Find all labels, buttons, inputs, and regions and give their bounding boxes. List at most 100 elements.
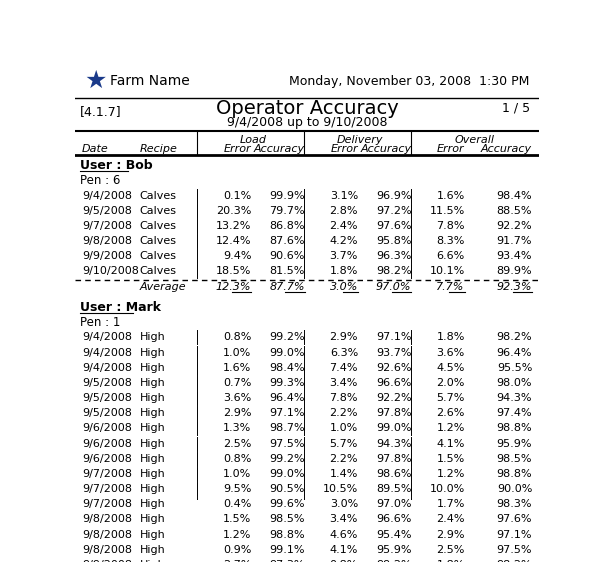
Text: 96.9%: 96.9%	[376, 191, 412, 201]
Text: 95.4%: 95.4%	[376, 529, 412, 540]
Text: 7.7%: 7.7%	[437, 282, 465, 292]
Text: 98.0%: 98.0%	[497, 378, 532, 388]
Text: 1.5%: 1.5%	[437, 454, 465, 464]
Text: 98.5%: 98.5%	[497, 454, 532, 464]
Text: 9/7/2008: 9/7/2008	[82, 484, 132, 494]
Text: 98.8%: 98.8%	[497, 469, 532, 479]
Text: 0.8%: 0.8%	[223, 454, 252, 464]
Text: 2.9%: 2.9%	[223, 408, 252, 418]
Text: Calves: Calves	[140, 221, 177, 231]
Text: Calves: Calves	[140, 266, 177, 277]
Text: 3.0%: 3.0%	[330, 499, 358, 509]
Text: 2.4%: 2.4%	[329, 221, 358, 231]
Text: Operator Accuracy: Operator Accuracy	[216, 99, 398, 118]
Text: 98.5%: 98.5%	[269, 514, 305, 524]
Text: Error: Error	[331, 144, 358, 154]
Text: 10.1%: 10.1%	[429, 266, 465, 277]
Text: 90.5%: 90.5%	[270, 484, 305, 494]
Text: 99.2%: 99.2%	[269, 332, 305, 342]
Text: 79.7%: 79.7%	[269, 206, 305, 216]
Text: 81.5%: 81.5%	[270, 266, 305, 277]
Text: 3.7%: 3.7%	[329, 251, 358, 261]
Text: 1.6%: 1.6%	[223, 362, 252, 373]
Text: 97.5%: 97.5%	[269, 438, 305, 448]
Text: 97.1%: 97.1%	[497, 529, 532, 540]
Text: 99.3%: 99.3%	[269, 378, 305, 388]
Text: 9.4%: 9.4%	[223, 251, 252, 261]
Text: 8.3%: 8.3%	[437, 236, 465, 246]
Text: 4.1%: 4.1%	[329, 545, 358, 555]
Text: 96.4%: 96.4%	[497, 347, 532, 357]
Text: Error: Error	[223, 144, 252, 154]
Text: 9/9/2008: 9/9/2008	[82, 251, 132, 261]
Text: 3.6%: 3.6%	[437, 347, 465, 357]
Text: 1 / 5: 1 / 5	[502, 102, 530, 115]
Text: 97.5%: 97.5%	[497, 545, 532, 555]
Text: 11.5%: 11.5%	[429, 206, 465, 216]
Text: 6.3%: 6.3%	[330, 347, 358, 357]
Text: 92.6%: 92.6%	[376, 362, 412, 373]
Text: 92.2%: 92.2%	[376, 393, 412, 403]
Text: 10.5%: 10.5%	[323, 484, 358, 494]
Text: 98.2%: 98.2%	[497, 332, 532, 342]
Text: 0.8%: 0.8%	[223, 332, 252, 342]
Text: 92.3%: 92.3%	[497, 282, 532, 292]
Text: Date: Date	[82, 144, 108, 154]
Text: 1.8%: 1.8%	[437, 560, 465, 562]
Text: 5.7%: 5.7%	[437, 393, 465, 403]
Text: 98.4%: 98.4%	[497, 191, 532, 201]
Text: 99.0%: 99.0%	[376, 423, 412, 433]
Text: High: High	[140, 438, 165, 448]
Text: 1.5%: 1.5%	[223, 514, 252, 524]
Text: 9/4/2008 up to 9/10/2008: 9/4/2008 up to 9/10/2008	[227, 116, 387, 129]
Text: 97.3%: 97.3%	[269, 560, 305, 562]
Text: 9/7/2008: 9/7/2008	[82, 221, 132, 231]
Text: 0.4%: 0.4%	[223, 499, 252, 509]
Text: 97.4%: 97.4%	[497, 408, 532, 418]
Text: 2.2%: 2.2%	[329, 408, 358, 418]
Text: Error: Error	[437, 144, 465, 154]
Text: 92.2%: 92.2%	[497, 221, 532, 231]
Text: 99.0%: 99.0%	[269, 347, 305, 357]
Text: 0.8%: 0.8%	[329, 560, 358, 562]
Text: 6.6%: 6.6%	[437, 251, 465, 261]
Text: High: High	[140, 454, 165, 464]
Text: Delivery: Delivery	[337, 135, 383, 145]
Text: 0.1%: 0.1%	[223, 191, 252, 201]
Text: Accuracy: Accuracy	[481, 144, 532, 154]
Text: High: High	[140, 499, 165, 509]
Text: 90.0%: 90.0%	[497, 484, 532, 494]
Text: 97.6%: 97.6%	[376, 221, 412, 231]
Text: 9/6/2008: 9/6/2008	[82, 438, 132, 448]
Text: 18.5%: 18.5%	[216, 266, 252, 277]
Text: 99.6%: 99.6%	[269, 499, 305, 509]
Text: 3.0%: 3.0%	[329, 282, 358, 292]
Text: Accuracy: Accuracy	[361, 144, 412, 154]
Text: Calves: Calves	[140, 251, 177, 261]
Text: 9/4/2008: 9/4/2008	[82, 191, 132, 201]
Text: 89.9%: 89.9%	[497, 266, 532, 277]
Text: High: High	[140, 347, 165, 357]
Text: 87.7%: 87.7%	[269, 282, 305, 292]
Text: 9/5/2008: 9/5/2008	[82, 393, 132, 403]
Text: 1.0%: 1.0%	[330, 423, 358, 433]
Text: 94.3%: 94.3%	[497, 393, 532, 403]
Text: 97.0%: 97.0%	[376, 499, 412, 509]
Text: 89.5%: 89.5%	[376, 484, 412, 494]
Text: 9/6/2008: 9/6/2008	[82, 423, 132, 433]
Text: 98.8%: 98.8%	[497, 423, 532, 433]
Text: 9/8/2008: 9/8/2008	[82, 514, 132, 524]
Text: Overall: Overall	[454, 135, 494, 145]
Text: 1.7%: 1.7%	[437, 499, 465, 509]
Text: 97.1%: 97.1%	[376, 332, 412, 342]
Text: 9/5/2008: 9/5/2008	[82, 408, 132, 418]
Text: 2.4%: 2.4%	[436, 514, 465, 524]
Text: 96.6%: 96.6%	[376, 378, 412, 388]
Text: 97.0%: 97.0%	[376, 282, 412, 292]
Text: 97.8%: 97.8%	[376, 454, 412, 464]
Text: Pen : 6: Pen : 6	[80, 174, 120, 187]
Text: 5.7%: 5.7%	[329, 438, 358, 448]
Text: 2.5%: 2.5%	[437, 545, 465, 555]
Text: 98.6%: 98.6%	[376, 469, 412, 479]
Text: 9.5%: 9.5%	[223, 484, 252, 494]
